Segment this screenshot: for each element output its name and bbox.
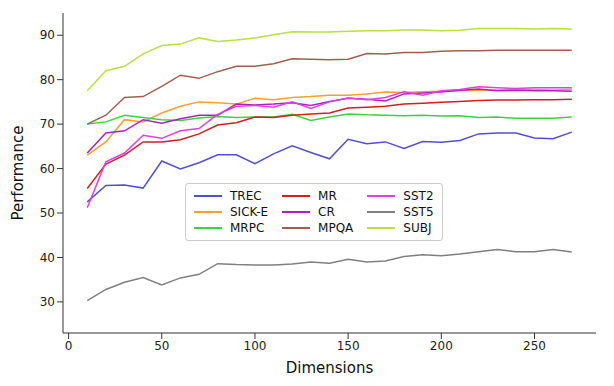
- html-text:SICK-E: SICK-E: [230, 205, 269, 219]
- html-text:SST2: SST2: [403, 189, 434, 203]
- html-text:SUBJ: SUBJ: [403, 221, 432, 235]
- svg-text:0: 0: [65, 339, 73, 353]
- svg-text:50: 50: [154, 339, 169, 353]
- svg-text:90: 90: [40, 28, 55, 42]
- svg-text:Dimensions: Dimensions: [286, 359, 374, 377]
- svg-text:200: 200: [430, 339, 453, 353]
- svg-text:50: 50: [40, 206, 55, 220]
- svg-text:40: 40: [40, 251, 55, 265]
- html-text:MRPC: MRPC: [230, 221, 265, 235]
- svg-text:80: 80: [40, 73, 55, 87]
- svg-text:60: 60: [40, 162, 55, 176]
- svg-text:100: 100: [244, 339, 267, 353]
- html-text:TREC: TREC: [230, 189, 262, 203]
- html-text:MPQA: MPQA: [318, 221, 354, 235]
- svg-text:150: 150: [337, 339, 360, 353]
- svg-text:70: 70: [40, 117, 55, 131]
- html-text:SST5: SST5: [403, 205, 434, 219]
- svg-text:Performance: Performance: [9, 125, 27, 220]
- svg-text:250: 250: [523, 339, 546, 353]
- html-text:MR: MR: [318, 189, 337, 203]
- svg-text:30: 30: [40, 295, 55, 309]
- html-text:CR: CR: [318, 205, 335, 219]
